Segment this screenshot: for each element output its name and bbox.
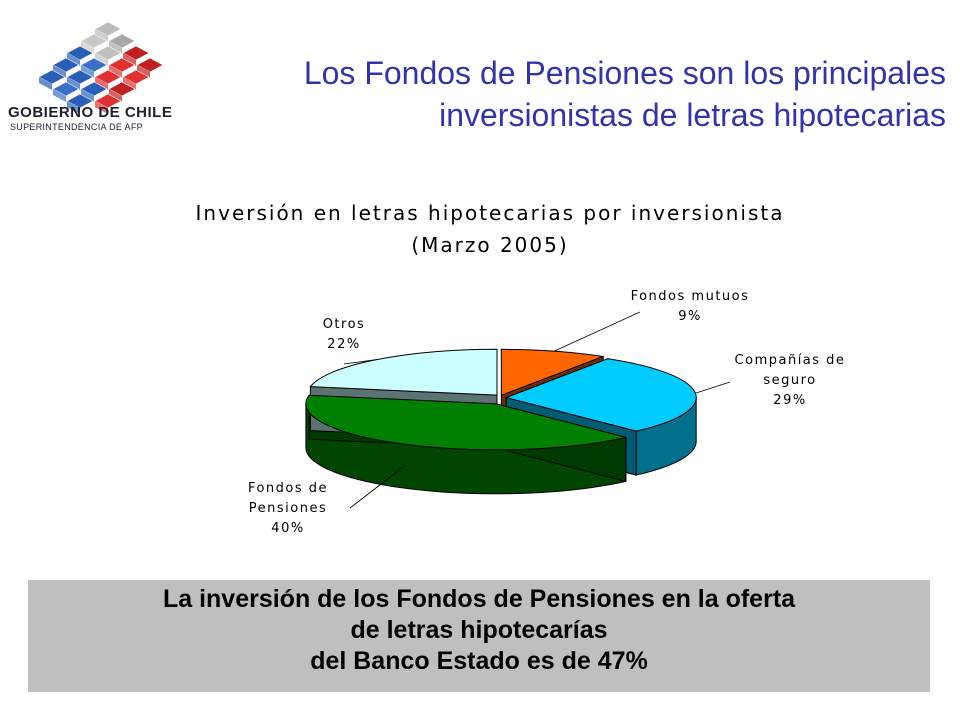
logo-cube-side-15 [81,89,94,102]
pie-chart: Inversión en letras hipotecarias por inv… [196,201,846,536]
logo-cube-side-0 [95,29,108,42]
logo-cube-side-2 [109,41,122,54]
footer-note-line-3: del Banco Estado es de 47% [310,647,648,675]
footer-note-line-2: de letras hipotecarías [350,616,608,644]
logo-cube-side-6 [53,65,66,78]
slice-value-label-2: 40% [271,521,304,536]
slice-2 [305,394,627,451]
logo-cube-side-5 [123,53,136,66]
logo-cube-side-13 [123,77,136,90]
logo-cube-side-1 [81,41,94,54]
logo-cube-side-4 [95,53,108,66]
logo-subtext: SUPERINTENDENCIA DE AFP [10,122,143,132]
leader-line-0 [554,311,641,352]
logo-cube-side-17 [67,101,80,114]
chart-title-line-2: (Marzo 2005) [411,233,568,257]
logo-cube-side-16 [109,89,122,102]
logo-text: GOBIERNO DE CHILE [8,104,173,121]
logo-cube-side-11 [67,77,80,90]
slice-label-2-1: Pensiones [249,501,327,516]
leader-line-2 [349,465,405,509]
footer-note-line-1: La inversión de los Fondos de Pensiones … [162,585,796,613]
footer-note: La inversión de los Fondos de Pensiones … [28,580,930,692]
logo-cube-side-9 [137,65,150,78]
chart-title-line-1: Inversión en letras hipotecarias por inv… [196,201,785,225]
leader-line-3 [343,359,376,365]
logo-cube-side-10 [39,77,52,90]
slice-label-1-1: seguro [763,373,816,388]
logo-cube-side-3 [67,53,80,66]
logo-cube-side-8 [109,65,122,78]
slice-label-2-0: Fondos de [248,481,328,496]
slice-3 [309,348,498,396]
title-line-2: inversionistas de letras hipotecarias [439,97,946,133]
slice-label-1-0: Compañías de [735,353,846,368]
slide-title: Los Fondos de Pensiones son los principa… [166,52,946,136]
slice-label-0-0: Fondos mutuos [631,289,750,304]
leader-line-1 [695,381,731,394]
logo-cube-side-7 [81,65,94,78]
logo-cube-side-14 [53,89,66,102]
title-line-1: Los Fondos de Pensiones son los principa… [303,55,946,91]
logo-cube-side-12 [95,77,108,90]
logo-cube-side-18 [95,101,108,114]
slice-label-3-0: Otros [323,317,366,332]
slice-value-label-1: 29% [773,393,806,408]
gobierno-de-chile-logo-icon [38,21,164,114]
slice-0 [500,348,606,397]
slice-value-label-3: 22% [327,337,360,352]
slice-value-label-0: 9% [678,309,702,324]
